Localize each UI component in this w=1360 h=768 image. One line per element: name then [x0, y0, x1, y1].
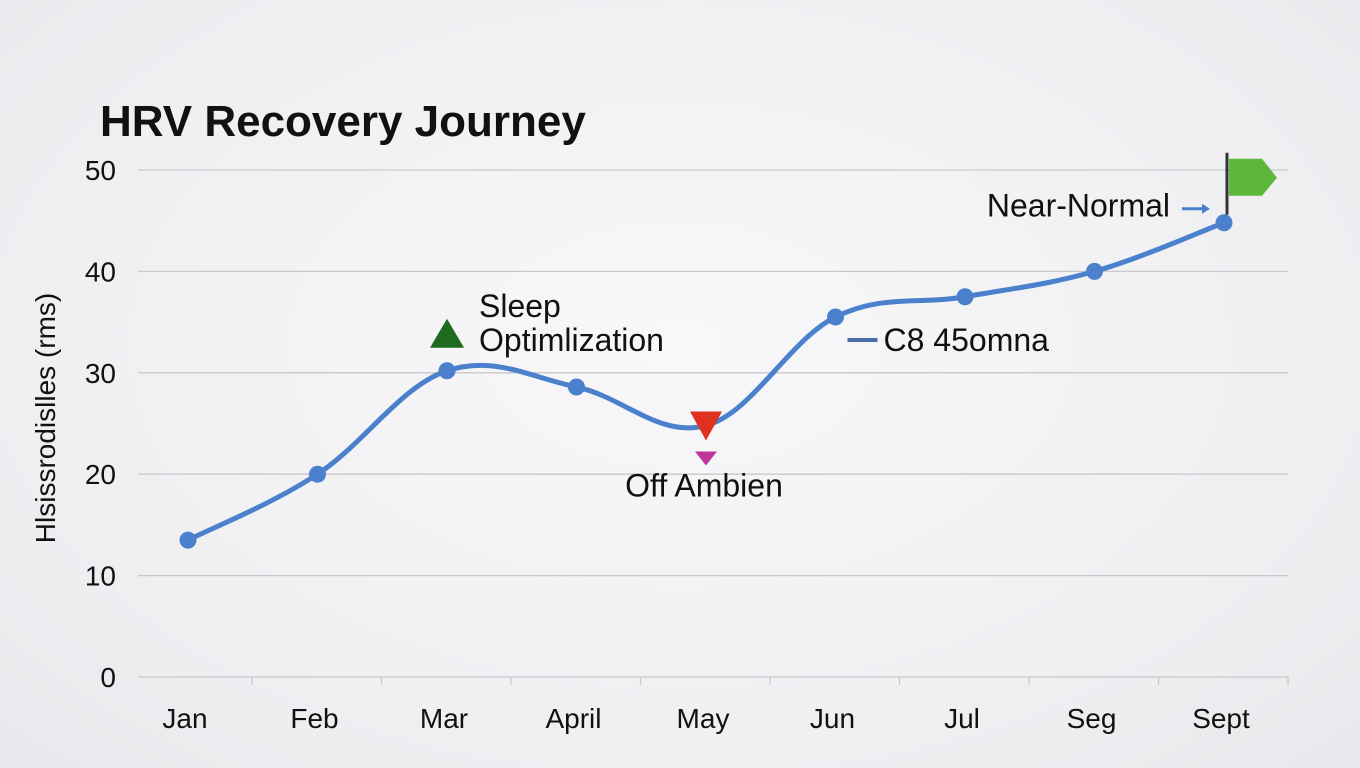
x-tick-label: April — [545, 703, 601, 734]
data-point-mar — [438, 362, 456, 380]
y-axis-ticks: 0 10 20 30 40 50 — [85, 155, 116, 693]
y-tick-label: 50 — [85, 155, 116, 186]
annotation-label: C8 45omna — [884, 322, 1050, 358]
gridlines — [138, 169, 1289, 685]
y-tick-label: 10 — [85, 561, 116, 592]
x-axis-ticks: Jan Feb Mar April May Jun Jul Seg Sept — [162, 703, 1250, 734]
annotation-label: Off Ambien — [625, 468, 783, 504]
data-point-seg — [1086, 262, 1103, 280]
data-point-feb — [309, 465, 326, 483]
y-tick-label: 20 — [85, 459, 116, 490]
y-axis-label: Hlsissrodislles (rms) — [30, 293, 61, 543]
x-tick-label: May — [677, 703, 730, 734]
x-tick-label: Jun — [810, 703, 855, 734]
data-point-sept — [1215, 214, 1233, 232]
off-ambien-marker-triangle — [690, 411, 722, 441]
x-tick-label: Feb — [290, 703, 338, 734]
data-point-jul — [956, 288, 974, 306]
y-tick-label: 0 — [100, 662, 116, 693]
data-point-jan — [179, 531, 197, 549]
chart-title: HRV Recovery Journey — [100, 97, 586, 146]
annotation-label: Near-Normal — [987, 188, 1170, 224]
data-point-jun — [827, 308, 844, 326]
annotation-label: Sleep — [479, 288, 561, 324]
sleep-marker-triangle — [430, 318, 464, 348]
data-point-april — [568, 378, 585, 396]
flag-icon — [1229, 158, 1277, 196]
arrow-head-icon — [1202, 203, 1210, 214]
x-tick-label: Jul — [944, 703, 980, 734]
x-tick-label: Seg — [1067, 703, 1117, 734]
annotation-label: Optimlization — [479, 322, 664, 358]
series-points — [179, 214, 1233, 549]
y-tick-label: 30 — [85, 358, 116, 389]
x-tick-label: Mar — [420, 703, 468, 734]
y-tick-label: 40 — [85, 256, 116, 287]
x-tick-label: Sept — [1192, 703, 1250, 734]
off-ambien-sub-marker — [695, 451, 717, 466]
x-tick-label: Jan — [162, 703, 207, 734]
